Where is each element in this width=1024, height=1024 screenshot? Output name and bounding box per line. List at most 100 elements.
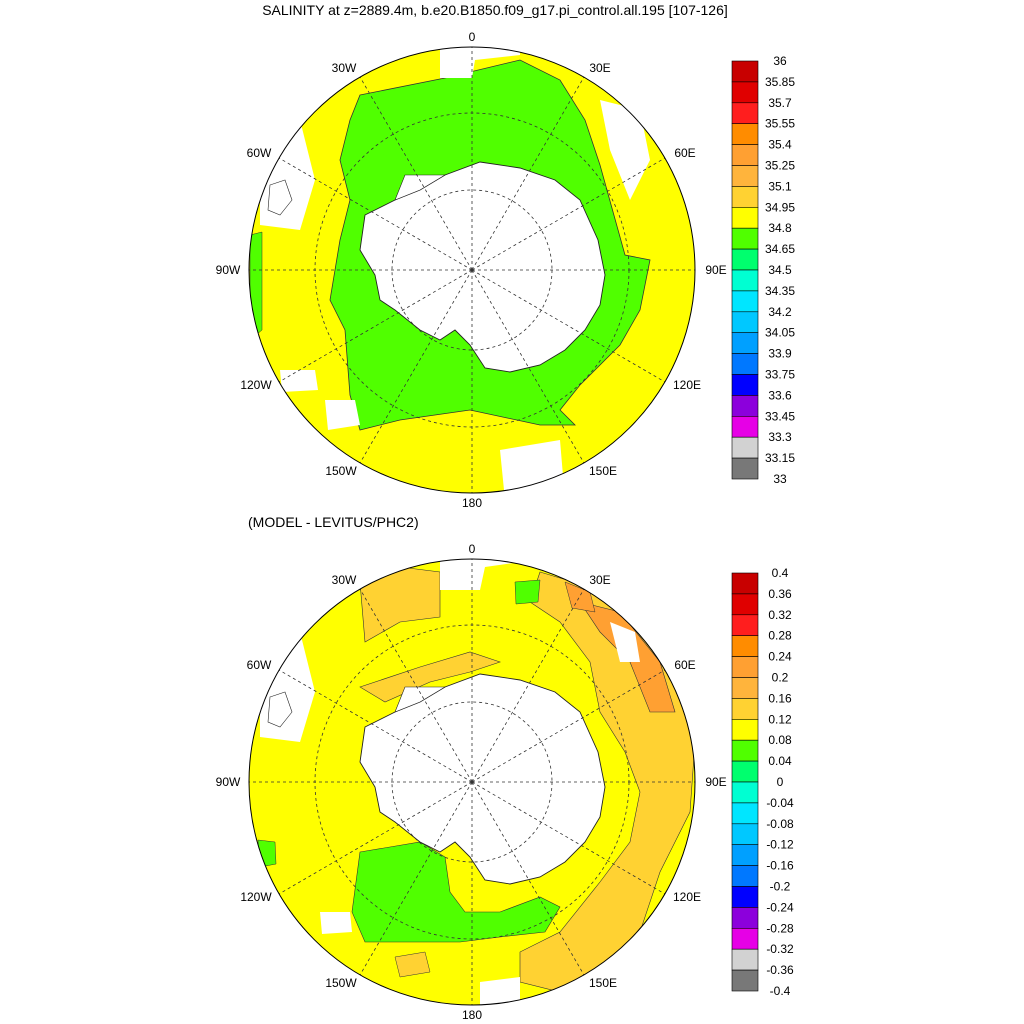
difference-colorbar-label: -0.28 bbox=[766, 921, 794, 935]
lon-label-90e: 90E bbox=[705, 775, 726, 789]
diff-missing-south bbox=[480, 977, 520, 1005]
salinity-colorbar-box bbox=[731, 395, 759, 417]
lon-label-0: 0 bbox=[469, 30, 476, 44]
difference-colorbar-box bbox=[731, 739, 759, 762]
difference-colorbar-box bbox=[731, 677, 759, 699]
difference-colorbar-box bbox=[731, 593, 759, 616]
salinity-colorbar-box bbox=[731, 457, 759, 480]
diff-zone-weddell bbox=[359, 651, 501, 703]
difference-colorbar-label: 0 bbox=[777, 775, 784, 789]
difference-panel: 0 30E 60E 90E 120E 150E 180 150W 120W 90… bbox=[0, 512, 1024, 1024]
salinity-colorbar-label: 34.2 bbox=[768, 305, 792, 319]
diff-zone-pacific-patch bbox=[394, 951, 431, 978]
difference-colorbar-label: 0.04 bbox=[768, 754, 792, 768]
difference-colorbar-box bbox=[731, 719, 759, 741]
difference-colorbar-label: 0.24 bbox=[768, 650, 792, 664]
lon-label-150e: 150E bbox=[589, 976, 617, 990]
lon-label-60w: 60W bbox=[247, 658, 272, 672]
difference-colorbar-box bbox=[731, 781, 759, 804]
salinity-colorbar-label: 33.6 bbox=[768, 388, 792, 402]
salinity-colorbar-label: 33.15 bbox=[765, 451, 795, 465]
salinity-missing-sw2 bbox=[325, 400, 360, 430]
difference-colorbar-box bbox=[731, 886, 759, 908]
lon-label-180: 180 bbox=[462, 496, 482, 510]
difference-colorbar-box bbox=[731, 635, 759, 657]
salinity-panel: 0 30E 60E 90E 120E 150E 180 150W 120W 90… bbox=[216, 30, 796, 510]
difference-colorbar-label: -0.08 bbox=[766, 817, 794, 831]
antarctica-peninsula bbox=[394, 686, 447, 713]
difference-colorbar-box bbox=[731, 927, 759, 950]
antarctica-peninsula bbox=[394, 174, 447, 201]
salinity-colorbar-box bbox=[731, 248, 759, 271]
salinity-colorbar-box bbox=[731, 123, 759, 145]
salinity-colorbar-box bbox=[731, 415, 759, 438]
difference-colorbar-label: 0.28 bbox=[768, 629, 792, 643]
salinity-lon-labels: 0 30E 60E 90E 120E 150E 180 150W 120W 90… bbox=[216, 30, 727, 510]
lon-label-30e: 30E bbox=[589, 573, 610, 587]
salinity-colorbar-label: 34.8 bbox=[768, 221, 792, 235]
difference-colorbar-label: 0.12 bbox=[768, 712, 792, 726]
difference-colorbar-label: -0.2 bbox=[770, 880, 791, 894]
lon-label-90w: 90W bbox=[216, 263, 241, 277]
difference-colorbar-label: 0.36 bbox=[768, 587, 792, 601]
salinity-colorbar-box bbox=[731, 269, 759, 292]
diff-missing-sw bbox=[320, 912, 352, 934]
figure-title: SALINITY at z=2889.4m, b.e20.B1850.f09_g… bbox=[262, 2, 728, 18]
difference-map-boundary bbox=[248, 558, 696, 1006]
salinity-colorbar-label: 34.65 bbox=[765, 242, 795, 256]
salinity-colorbar-label: 33.3 bbox=[768, 430, 792, 444]
salinity-colorbar-label: 33.45 bbox=[765, 409, 795, 423]
salinity-colorbar-label: 36 bbox=[773, 54, 787, 68]
salinity-colorbar-label: 35.7 bbox=[768, 96, 792, 110]
lon-label-150w: 150W bbox=[325, 464, 357, 478]
salinity-map-svg: 0 30E 60E 90E 120E 150E 180 150W 120W 90… bbox=[216, 30, 796, 510]
difference-colorbar-label: 0.4 bbox=[772, 566, 789, 580]
antarctica-continent bbox=[359, 673, 606, 885]
salinity-missing-sw bbox=[280, 370, 318, 392]
salinity-colorbar-box bbox=[731, 374, 759, 396]
salinity-colorbar-label: 35.85 bbox=[765, 75, 795, 89]
south-america-tip bbox=[267, 179, 293, 216]
difference-colorbar-box bbox=[731, 802, 759, 825]
salinity-colorbar-label: 34.35 bbox=[765, 284, 795, 298]
salinity-colorbar-box bbox=[731, 186, 759, 208]
salinity-colorbar-label: 34.05 bbox=[765, 326, 795, 340]
diff-missing-north bbox=[440, 559, 520, 590]
salinity-colorbar-box bbox=[731, 102, 759, 125]
salinity-colorbar-label: 35.55 bbox=[765, 117, 795, 131]
difference-lon-labels: 0 30E 60E 90E 120E 150E 180 150W 120W 90… bbox=[216, 542, 727, 1022]
lon-label-60e: 60E bbox=[674, 146, 695, 160]
lon-label-60w: 60W bbox=[247, 146, 272, 160]
lon-label-30w: 30W bbox=[332, 61, 357, 75]
salinity-colorbar-box bbox=[731, 332, 759, 354]
antarctica-continent bbox=[359, 161, 606, 373]
difference-colorbar-box bbox=[731, 969, 759, 992]
difference-colorbar-label: 0.08 bbox=[768, 733, 792, 747]
difference-colorbar-box bbox=[731, 865, 759, 887]
salinity-green-weddell bbox=[365, 90, 470, 160]
salinity-missing-east bbox=[600, 100, 650, 200]
salinity-colorbar-box bbox=[731, 144, 759, 166]
salinity-colorbar: 36 35.85 35.7 35.55 35.4 35.25 35.1 34.95 34.8 34… bbox=[731, 54, 795, 486]
lon-label-150e: 150E bbox=[589, 464, 617, 478]
difference-colorbar-box bbox=[731, 572, 759, 595]
lon-label-120w: 120W bbox=[240, 378, 272, 392]
salinity-map-field bbox=[249, 47, 695, 493]
salinity-colorbar-label: 34.95 bbox=[765, 200, 795, 214]
difference-colorbar-label: 0.32 bbox=[768, 608, 792, 622]
difference-colorbar-label: -0.36 bbox=[766, 963, 794, 977]
difference-colorbar-label: -0.04 bbox=[766, 796, 794, 810]
difference-colorbar: 0.4 0.36 0.32 0.28 0.24 0.2 0.16 0.12 0.08 0.04 0 -… bbox=[731, 566, 794, 998]
salinity-colorbar-label: 35.25 bbox=[765, 159, 795, 173]
lon-label-90w: 90W bbox=[216, 775, 241, 789]
diff-zone-orange-30e bbox=[564, 581, 596, 613]
lon-label-90e: 90E bbox=[705, 263, 726, 277]
south-america-tip bbox=[267, 691, 293, 728]
difference-colorbar-box bbox=[731, 760, 759, 783]
difference-colorbar-box bbox=[731, 823, 759, 845]
lon-label-0: 0 bbox=[469, 542, 476, 556]
salinity-colorbar-box bbox=[731, 81, 759, 104]
salinity-colorbar-box bbox=[731, 207, 759, 229]
diff-zone-ross-green bbox=[351, 841, 561, 943]
difference-colorbar-label: -0.32 bbox=[766, 942, 794, 956]
